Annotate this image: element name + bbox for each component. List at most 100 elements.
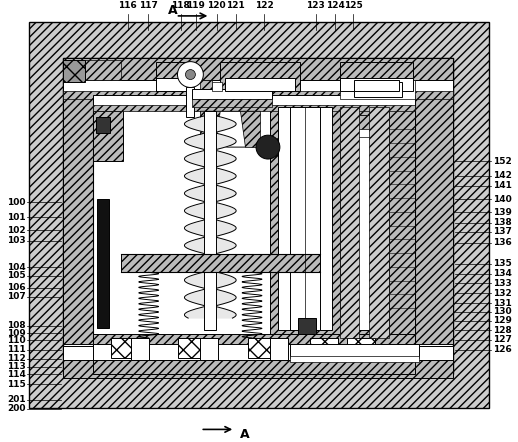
Bar	[200, 338, 218, 360]
Bar	[63, 57, 453, 374]
Bar	[93, 358, 415, 374]
Bar	[200, 80, 212, 91]
Bar	[290, 344, 419, 358]
Bar	[63, 360, 453, 378]
Bar	[248, 338, 276, 358]
Bar	[270, 338, 288, 360]
Bar	[186, 88, 194, 117]
Bar	[339, 61, 413, 80]
Bar	[97, 199, 109, 328]
Bar	[354, 81, 402, 97]
Text: 118: 118	[171, 1, 190, 11]
Polygon shape	[240, 111, 260, 147]
Bar	[63, 80, 453, 93]
Bar	[310, 338, 338, 358]
Bar	[354, 80, 399, 91]
Text: 114: 114	[7, 370, 25, 379]
Bar	[121, 255, 320, 272]
Text: 112: 112	[7, 354, 25, 363]
Text: 122: 122	[255, 1, 274, 11]
Text: 120: 120	[208, 1, 226, 11]
Text: 132: 132	[493, 289, 511, 298]
Bar	[93, 346, 415, 360]
Bar	[93, 346, 415, 356]
Text: 131: 131	[493, 299, 511, 308]
Text: 101: 101	[7, 213, 25, 221]
Bar	[278, 107, 332, 330]
Text: 127: 127	[493, 335, 511, 344]
Bar	[220, 61, 300, 91]
Text: 152: 152	[493, 157, 511, 166]
Text: 137: 137	[493, 228, 511, 236]
Text: 110: 110	[7, 336, 25, 345]
Bar	[63, 91, 453, 99]
Polygon shape	[200, 111, 220, 147]
Text: 138: 138	[493, 218, 511, 227]
Text: 111: 111	[7, 345, 25, 354]
Bar	[192, 89, 272, 99]
Bar	[348, 129, 389, 137]
Text: 102: 102	[7, 226, 25, 235]
Bar	[93, 95, 415, 107]
Bar	[339, 80, 415, 99]
Text: A: A	[240, 428, 250, 441]
Bar	[93, 99, 415, 346]
Text: 136: 136	[493, 239, 511, 248]
Text: 141: 141	[493, 181, 511, 191]
Bar	[290, 356, 419, 362]
Bar	[415, 93, 453, 344]
Text: 106: 106	[7, 283, 25, 292]
Bar	[339, 77, 413, 91]
Text: A: A	[168, 4, 177, 17]
Text: 107: 107	[7, 292, 25, 301]
Text: 129: 129	[493, 316, 511, 325]
Text: 140: 140	[493, 194, 511, 203]
Bar	[63, 57, 453, 93]
Text: 121: 121	[226, 1, 245, 11]
Text: 104: 104	[7, 263, 25, 272]
Bar	[225, 77, 295, 91]
Text: 133: 133	[493, 279, 511, 288]
Text: 108: 108	[7, 321, 25, 331]
Text: 117: 117	[139, 1, 158, 11]
Bar	[111, 338, 139, 358]
Text: 125: 125	[344, 1, 363, 11]
Text: 124: 124	[326, 1, 344, 11]
Bar	[179, 338, 206, 358]
Bar	[204, 111, 216, 330]
Text: 200: 200	[7, 404, 25, 413]
Bar	[93, 334, 415, 348]
Text: 115: 115	[7, 380, 25, 389]
Text: 139: 139	[493, 208, 511, 217]
Bar	[30, 22, 488, 408]
Text: 130: 130	[493, 308, 511, 316]
Bar	[212, 81, 222, 91]
Bar	[155, 61, 190, 91]
Bar	[63, 60, 85, 81]
Bar	[369, 107, 389, 338]
Text: 119: 119	[186, 1, 205, 11]
Bar	[96, 117, 110, 133]
Bar	[63, 346, 453, 360]
Text: 116: 116	[118, 1, 137, 11]
Text: 123: 123	[306, 1, 325, 11]
Text: 126: 126	[493, 345, 511, 354]
Text: 103: 103	[7, 236, 25, 245]
Bar	[270, 99, 339, 338]
Bar	[192, 99, 272, 107]
Bar	[93, 105, 415, 111]
Bar	[389, 99, 415, 338]
Text: 142: 142	[493, 171, 511, 180]
Bar	[339, 107, 415, 338]
Circle shape	[256, 135, 280, 159]
Circle shape	[185, 69, 195, 80]
Bar	[155, 77, 190, 91]
Bar	[339, 107, 359, 338]
Text: 100: 100	[7, 198, 25, 206]
Bar	[348, 338, 376, 358]
Bar	[63, 93, 93, 344]
Text: 128: 128	[493, 326, 511, 335]
Polygon shape	[200, 111, 260, 147]
Text: 113: 113	[7, 362, 25, 371]
Bar	[131, 338, 149, 360]
